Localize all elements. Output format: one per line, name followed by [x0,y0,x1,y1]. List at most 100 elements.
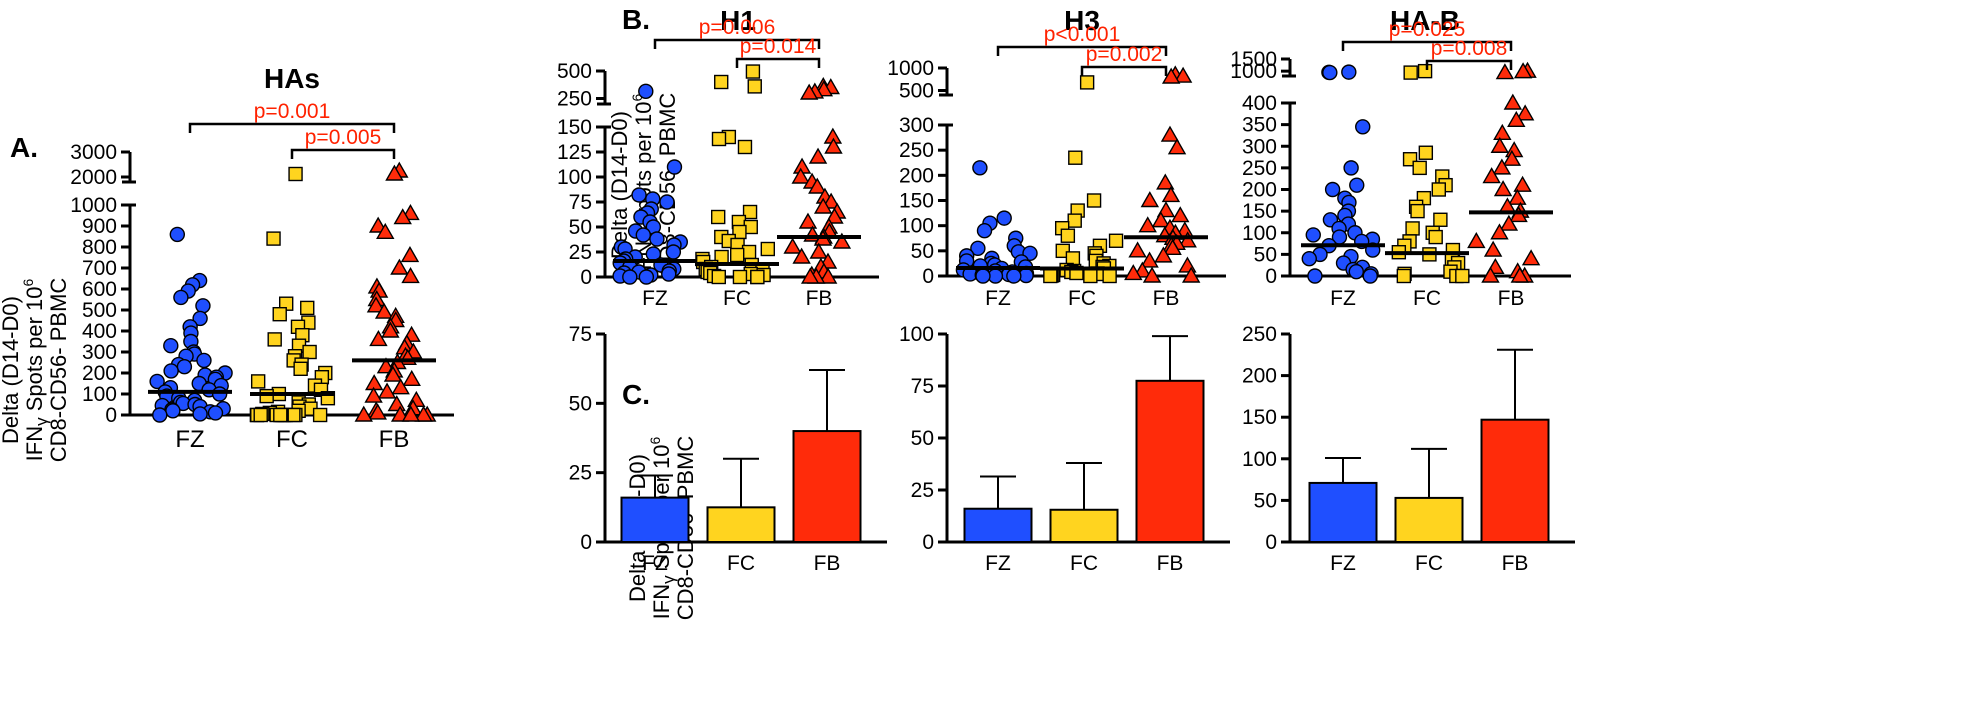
y-tick-label: 3000 [70,141,117,164]
data-point [1412,160,1427,176]
y-tick-label: 150 [1242,200,1277,223]
data-point [1431,182,1446,197]
data-point [377,382,397,399]
data-point [1349,177,1365,193]
y-tick-label: 300 [899,114,934,137]
y-tick-label: 75 [569,323,592,346]
y-label-gamma: γ [659,575,678,584]
data-point [638,269,655,285]
significance-bracket [1080,65,1168,76]
data-point [1362,268,1378,284]
x-category-label-fz: FZ [985,552,1011,575]
y-tick-label: 500 [82,299,117,322]
x-category-label-fc: FC [276,426,308,453]
data-point [760,241,776,257]
data-point [1433,212,1448,227]
data-point [808,147,828,164]
data-point [152,407,168,423]
y-tick-label: 75 [569,191,592,214]
significance-bracket [188,122,396,133]
data-point [401,405,421,422]
data-point [163,338,179,354]
y-label-line1: Delta (D14-D0) [607,111,632,259]
data-point [1490,223,1509,240]
p-value-label: p=0.025 [1389,18,1466,41]
data-point [1307,268,1323,284]
data-point [1418,145,1434,160]
data-point [1083,268,1098,284]
data-point [381,321,400,338]
data-point [975,268,991,284]
data-point [385,164,404,181]
data-point [1167,138,1187,155]
x-category-label-fz: FZ [175,426,204,453]
y-tick-label: 350 [1242,114,1277,137]
data-point [1515,104,1535,121]
data-point [253,407,268,423]
data-point [1343,160,1359,176]
y-label-gamma: γ [32,417,51,426]
data-point [631,187,647,203]
data-point [783,237,802,254]
data-point [808,177,827,194]
y-tick-label: 500 [557,60,592,83]
data-point [211,386,228,402]
data-point [1348,263,1364,280]
data-point [1086,193,1102,208]
y-tick-label: 100 [899,323,934,346]
bar-chart-h3-bar: 0 25 50 75 100 FZ FC FB [899,323,1230,575]
y-tick-label: 100 [82,383,117,406]
x-category-label-fc: FC [1413,287,1441,310]
data-point [1483,240,1503,257]
data-point [300,300,315,316]
bar-fc [1049,508,1119,544]
y-tick-label: 1000 [70,194,117,217]
data-point [659,194,675,210]
data-point [250,374,266,389]
data-point [376,222,395,240]
significance-bracket [1341,40,1513,51]
bar-fb [1135,379,1205,543]
y-axis-label-a: Delta (D14-D0) IFNγ Spots per 106 CD8-CD… [0,278,71,463]
data-point [622,269,638,285]
data-point [273,407,288,423]
y-tick-label: 75 [911,375,934,398]
y-tick-label: 25 [569,241,592,264]
bar-chart-hab-bar: 0 50 100 150 200 250 FZ FC FB [1242,323,1575,575]
panel-label-a: A. [10,132,38,163]
y-tick-label: 500 [899,80,934,103]
data-point [1502,149,1522,166]
x-category-label-fb: FB [806,287,833,310]
data-point [195,298,211,314]
data-point [366,296,386,313]
x-category-label-fz: FZ [985,287,1011,310]
data-point [1467,231,1486,249]
data-point [393,208,412,225]
data-point [714,74,729,90]
y-tick-label: 0 [105,404,117,427]
data-point [1173,66,1193,83]
data-point [1396,268,1412,284]
y-tick-label: 400 [1242,92,1277,115]
data-point [1160,125,1180,142]
data-point [192,406,208,422]
x-category-label-fb: FB [379,426,410,453]
y-tick-label: 200 [82,362,117,385]
y-tick-label: 50 [911,427,934,450]
data-point [821,192,841,209]
data-point [798,212,818,229]
data-point [1513,175,1532,192]
data-point [1405,221,1420,236]
x-category-label-fz: FZ [1330,552,1356,575]
data-point [1124,264,1143,281]
data-point [414,405,433,422]
y-tick-label: 150 [1242,406,1277,429]
x-category-label-fz: FZ [642,552,668,575]
data-point [1151,211,1171,228]
bar-fz [1308,481,1378,544]
y-label-spots: Spots per 10 [22,286,47,417]
significance-bracket [996,45,1168,56]
y-tick-label: 900 [82,215,117,238]
p-value-label: p=0.002 [1086,43,1163,66]
